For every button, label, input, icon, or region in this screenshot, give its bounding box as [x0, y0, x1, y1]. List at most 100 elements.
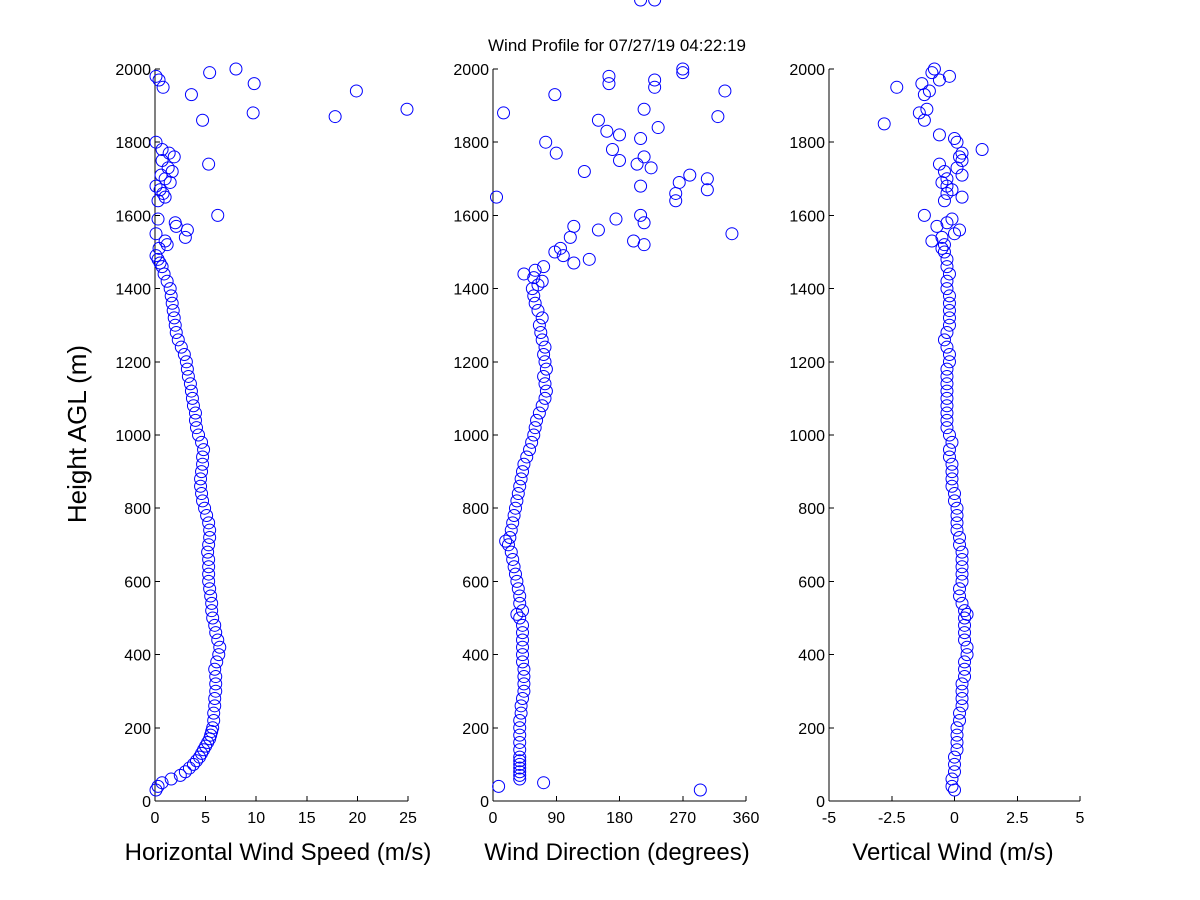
data-point	[513, 721, 527, 735]
data-point	[958, 633, 972, 647]
data-point	[246, 106, 260, 120]
data-point	[953, 713, 967, 727]
data-point	[955, 552, 969, 566]
panel-horizontal-wind-speed: 0 200 400 600 800 1000 1200 1400 1600 1800 2000 0 5 1…	[115, 62, 431, 866]
data-point	[517, 670, 531, 684]
y-tick-label: 1200	[115, 355, 151, 372]
x-tick-label: 0	[489, 810, 498, 827]
data-point	[516, 633, 530, 647]
data-point	[196, 457, 210, 471]
data-point	[206, 721, 220, 735]
series-vertical-wind	[877, 62, 989, 797]
data-point	[627, 234, 641, 248]
data-point	[672, 175, 686, 189]
data-point	[582, 252, 596, 266]
data-point	[514, 699, 528, 713]
y-tick-label: 200	[124, 721, 151, 738]
data-point	[513, 589, 527, 603]
data-point	[648, 73, 662, 87]
data-point	[204, 589, 218, 603]
data-point	[166, 304, 180, 318]
y-tick-label: 1600	[115, 208, 151, 225]
data-point	[953, 150, 967, 164]
data-point	[634, 132, 648, 146]
data-point	[174, 340, 188, 354]
data-point	[942, 443, 956, 457]
data-point	[950, 523, 964, 537]
data-point	[567, 219, 581, 233]
y-tick-label: 1600	[789, 208, 825, 225]
data-point	[955, 574, 969, 588]
data-point	[955, 168, 969, 182]
data-point	[528, 421, 542, 435]
data-point	[492, 779, 506, 793]
data-point	[527, 289, 541, 303]
data-point	[940, 391, 954, 405]
data-point	[942, 289, 956, 303]
data-point	[528, 263, 542, 277]
data-point	[517, 662, 531, 676]
x-tick-label: 270	[669, 810, 696, 827]
data-point	[950, 516, 964, 530]
data-point	[945, 212, 959, 226]
data-point	[185, 391, 199, 405]
data-point	[513, 768, 527, 782]
y-tick-label: 1400	[789, 282, 825, 299]
data-point	[940, 326, 954, 340]
data-point	[514, 472, 528, 486]
data-point	[549, 146, 563, 160]
y-tick-label: 2000	[115, 62, 151, 79]
data-point	[202, 516, 216, 530]
data-point	[205, 596, 219, 610]
data-point	[955, 699, 969, 713]
data-point	[942, 267, 956, 281]
data-point	[229, 62, 243, 76]
data-point	[948, 487, 961, 501]
data-point	[532, 406, 546, 420]
data-point	[935, 241, 949, 255]
data-point	[504, 523, 518, 537]
data-point	[940, 282, 954, 296]
data-point	[203, 530, 217, 544]
data-point	[153, 183, 167, 197]
data-point	[247, 77, 261, 91]
data-point	[940, 421, 954, 435]
data-point	[508, 567, 522, 581]
data-point	[517, 677, 531, 691]
data-point	[517, 684, 531, 698]
data-point	[651, 121, 665, 135]
data-point	[948, 757, 961, 771]
data-point	[158, 190, 172, 204]
data-point	[184, 88, 198, 102]
data-point	[208, 692, 222, 706]
data-point	[609, 212, 623, 226]
x-tick-label: 0	[950, 810, 959, 827]
data-point	[151, 212, 165, 226]
data-point	[602, 77, 616, 91]
y-tick-label: 800	[462, 501, 489, 518]
data-point	[149, 135, 163, 149]
data-point	[516, 604, 530, 618]
data-point	[195, 435, 209, 449]
x-tick-label: 25	[399, 810, 417, 827]
data-point	[535, 333, 549, 347]
x-axis-label-horizontal-wind-speed: Horizontal Wind Speed (m/s)	[125, 839, 432, 866]
data-point	[501, 538, 515, 552]
data-point	[955, 545, 969, 559]
data-point	[197, 443, 211, 457]
data-point	[523, 443, 537, 457]
data-point	[158, 234, 172, 248]
data-point	[155, 154, 169, 167]
data-point	[192, 428, 206, 442]
series-horizontal-wind-speed	[149, 62, 414, 797]
data-point	[940, 260, 954, 274]
data-point	[945, 479, 959, 493]
data-point	[188, 413, 202, 427]
data-point	[516, 465, 530, 479]
y-tick-label: 0	[480, 794, 489, 811]
data-point	[152, 73, 166, 87]
data-point	[516, 626, 530, 640]
data-point	[328, 110, 342, 124]
data-point	[168, 318, 182, 332]
data-point	[516, 648, 530, 662]
